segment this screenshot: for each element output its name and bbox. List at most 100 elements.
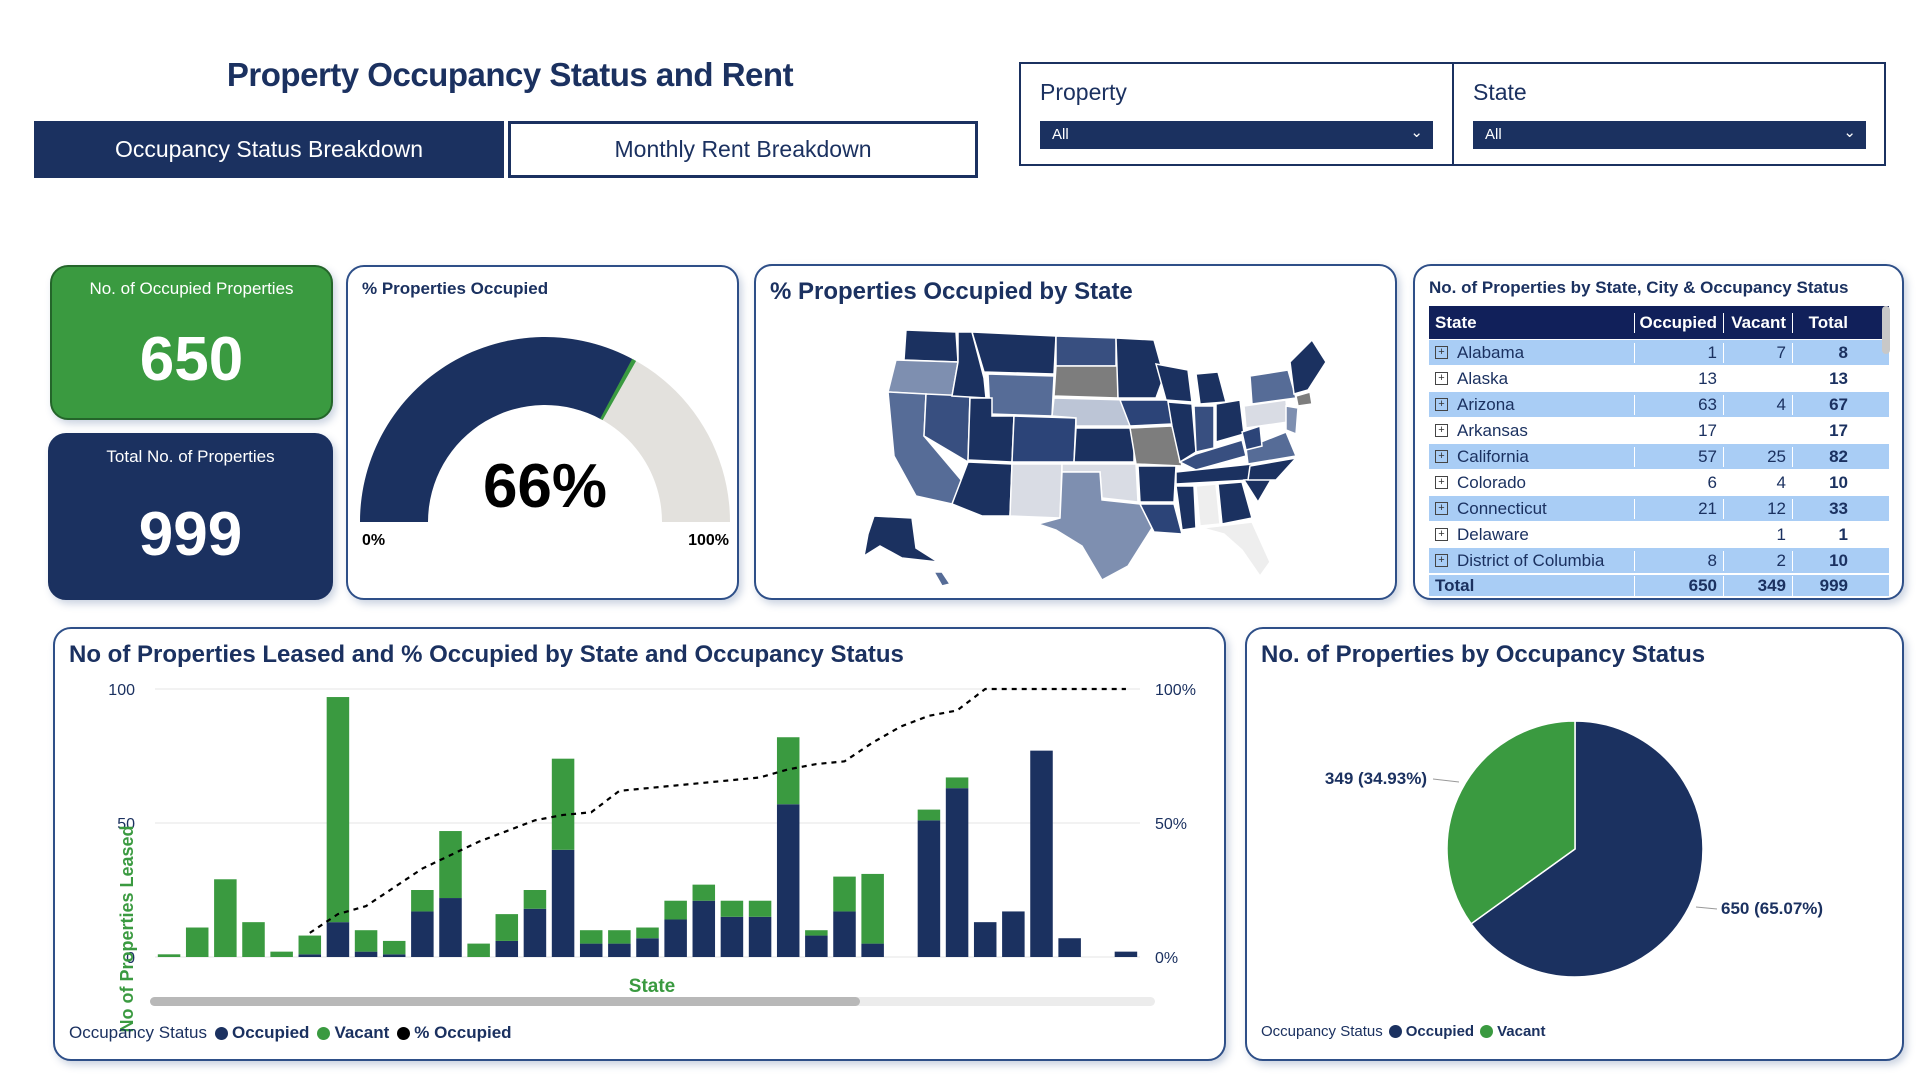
map-state-ak[interactable] bbox=[862, 515, 939, 563]
matrix-row[interactable]: + California 57 25 82 bbox=[1429, 444, 1889, 470]
bar-occupied[interactable] bbox=[833, 911, 856, 957]
expand-plus-icon[interactable]: + bbox=[1435, 502, 1448, 515]
map-state-ky[interactable] bbox=[1178, 439, 1247, 471]
legend-item-vacant[interactable]: Vacant bbox=[317, 1023, 389, 1043]
bar-occupied[interactable] bbox=[973, 922, 997, 957]
map-state-nd[interactable] bbox=[1055, 335, 1117, 367]
matrix-row[interactable]: + Alabama 1 7 8 bbox=[1429, 340, 1889, 366]
expand-plus-icon[interactable]: + bbox=[1435, 476, 1448, 489]
map-state-sd[interactable] bbox=[1053, 365, 1119, 399]
map-state-mn[interactable] bbox=[1115, 337, 1165, 399]
map-state-ct[interactable] bbox=[1295, 391, 1313, 407]
matrix-row[interactable]: + Delaware 1 1 bbox=[1429, 522, 1889, 548]
bar-vacant[interactable] bbox=[185, 927, 209, 957]
matrix-row[interactable]: + Colorado 6 4 10 bbox=[1429, 470, 1889, 496]
bar-vacant[interactable] bbox=[608, 930, 631, 944]
matrix-col-state[interactable]: State bbox=[1435, 312, 1477, 332]
bar-vacant[interactable] bbox=[636, 927, 659, 939]
bar-occupied[interactable] bbox=[382, 954, 406, 957]
bar-occupied[interactable] bbox=[1058, 938, 1081, 957]
legend-item-occupied[interactable]: Occupied bbox=[214, 1023, 309, 1043]
map-state-wa[interactable] bbox=[903, 329, 959, 363]
expand-plus-icon[interactable]: + bbox=[1435, 424, 1448, 437]
map-state-wi[interactable] bbox=[1154, 363, 1193, 403]
map-state-mi[interactable] bbox=[1195, 371, 1227, 405]
bar-vacant[interactable] bbox=[157, 954, 181, 957]
map-state-la[interactable] bbox=[1138, 503, 1183, 535]
bar-vacant[interactable] bbox=[523, 890, 547, 909]
matrix-col-occupied[interactable]: Occupied bbox=[1634, 312, 1723, 333]
bar-vacant[interactable] bbox=[270, 951, 293, 957]
matrix-row[interactable]: + District of Columbia 8 2 10 bbox=[1429, 548, 1889, 574]
map-state-new-england[interactable] bbox=[1289, 338, 1327, 395]
bar-vacant[interactable] bbox=[692, 884, 716, 901]
bar-vacant[interactable] bbox=[354, 930, 378, 952]
bar-vacant[interactable] bbox=[805, 930, 828, 936]
map-state-hi[interactable] bbox=[932, 571, 952, 587]
bar-vacant[interactable] bbox=[776, 737, 800, 805]
bar-occupied[interactable] bbox=[439, 898, 462, 957]
map-state-sc[interactable] bbox=[1242, 477, 1274, 504]
bar-vacant[interactable] bbox=[382, 940, 406, 955]
map-state-co[interactable] bbox=[1011, 415, 1077, 463]
map-state-il[interactable] bbox=[1167, 401, 1197, 464]
bar-occupied[interactable] bbox=[298, 954, 322, 957]
map-state-wv[interactable] bbox=[1241, 424, 1263, 451]
expand-plus-icon[interactable]: + bbox=[1435, 450, 1448, 463]
bar-vacant[interactable] bbox=[748, 900, 772, 917]
tab-monthly-rent-breakdown[interactable]: Monthly Rent Breakdown bbox=[508, 121, 978, 178]
tab-occupancy-status-breakdown[interactable]: Occupancy Status Breakdown bbox=[34, 121, 504, 178]
bar-occupied[interactable] bbox=[495, 940, 519, 957]
map-state-nm[interactable] bbox=[1009, 463, 1063, 519]
map-state-ks[interactable] bbox=[1073, 427, 1135, 463]
bar-occupied[interactable] bbox=[1002, 911, 1025, 957]
bar-vacant[interactable] bbox=[579, 930, 603, 944]
bar-occupied[interactable] bbox=[861, 943, 884, 957]
map-state-ar[interactable] bbox=[1137, 465, 1177, 503]
expand-plus-icon[interactable]: + bbox=[1435, 372, 1448, 385]
map-state-mt[interactable] bbox=[970, 331, 1057, 375]
bar-occupied[interactable] bbox=[636, 938, 659, 957]
combo-scrollbar-thumb[interactable] bbox=[150, 997, 860, 1006]
map-state-oh[interactable] bbox=[1215, 399, 1245, 443]
bar-occupied[interactable] bbox=[523, 908, 547, 957]
bar-occupied[interactable] bbox=[692, 900, 716, 957]
map-state-az[interactable] bbox=[951, 461, 1013, 517]
map-state-in[interactable] bbox=[1193, 405, 1215, 453]
bar-occupied[interactable] bbox=[917, 820, 941, 957]
matrix-row[interactable]: + Arkansas 17 17 bbox=[1429, 418, 1889, 444]
pie-slice-vacant[interactable] bbox=[1446, 720, 1576, 925]
bar-occupied[interactable] bbox=[748, 916, 772, 957]
matrix-col-vacant[interactable]: Vacant bbox=[1723, 312, 1792, 333]
matrix-col-total[interactable]: Total bbox=[1792, 312, 1852, 333]
map-state-wy[interactable] bbox=[987, 373, 1055, 417]
pie-slice-occupied[interactable] bbox=[1470, 720, 1704, 978]
bar-occupied[interactable] bbox=[1114, 951, 1138, 957]
bar-occupied[interactable] bbox=[805, 935, 828, 957]
state-dropdown[interactable]: All ⌄ bbox=[1473, 121, 1866, 149]
us-choropleth-map[interactable] bbox=[756, 266, 1399, 602]
matrix-row[interactable]: + Alaska 13 13 bbox=[1429, 366, 1889, 392]
bar-vacant[interactable] bbox=[411, 890, 434, 912]
bar-vacant[interactable] bbox=[242, 922, 265, 957]
bar-occupied[interactable] bbox=[720, 916, 744, 957]
bar-vacant[interactable] bbox=[214, 879, 237, 957]
bar-vacant[interactable] bbox=[495, 914, 519, 941]
map-state-or[interactable] bbox=[887, 359, 959, 397]
map-state-ms[interactable] bbox=[1175, 485, 1197, 531]
expand-plus-icon[interactable]: + bbox=[1435, 528, 1448, 541]
bar-vacant[interactable] bbox=[833, 876, 856, 912]
bar-vacant[interactable] bbox=[945, 777, 969, 789]
bar-vacant[interactable] bbox=[551, 758, 575, 850]
bar-occupied[interactable] bbox=[945, 788, 969, 957]
map-state-nj-md[interactable] bbox=[1285, 405, 1299, 436]
matrix-row[interactable]: + Connecticut 21 12 33 bbox=[1429, 496, 1889, 522]
bar-vacant[interactable] bbox=[439, 831, 462, 899]
bar-occupied[interactable] bbox=[776, 804, 800, 957]
bar-vacant[interactable] bbox=[917, 809, 941, 821]
bar-occupied[interactable] bbox=[1030, 750, 1053, 957]
bar-occupied[interactable] bbox=[326, 922, 350, 957]
expand-plus-icon[interactable]: + bbox=[1435, 554, 1448, 567]
map-state-fl[interactable] bbox=[1201, 521, 1271, 578]
pie-legend-item-occupied[interactable]: Occupied bbox=[1388, 1023, 1474, 1040]
